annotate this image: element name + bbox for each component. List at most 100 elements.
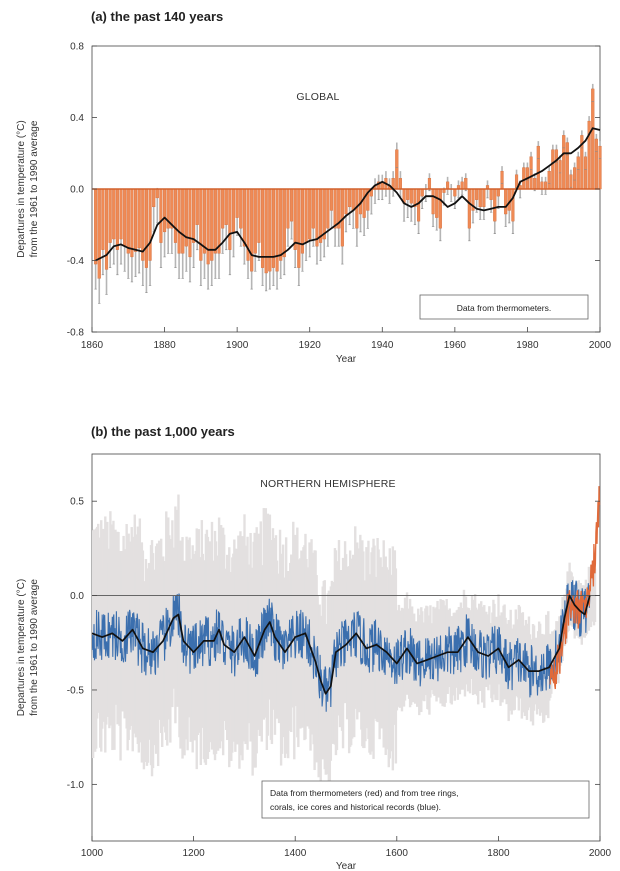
bar-1919	[304, 188, 308, 243]
bar-1877	[152, 188, 156, 208]
bar-1944	[395, 149, 399, 190]
x-tick-label: 1860	[81, 340, 104, 351]
bar-1917	[297, 188, 301, 268]
y-tick-label: -0.5	[67, 685, 85, 696]
bar-1913	[282, 188, 286, 258]
bar-1875	[144, 188, 148, 268]
bar-1866	[112, 188, 116, 240]
bar-1994	[576, 156, 580, 190]
bar-1935	[362, 188, 366, 218]
bar-1956	[438, 188, 442, 229]
bar-1989	[558, 160, 562, 190]
bar-1999	[594, 138, 598, 190]
bar-1879	[159, 188, 163, 243]
bar-1987	[551, 149, 555, 190]
bar-1914	[286, 188, 290, 229]
bar-1916	[293, 188, 297, 250]
bar-1906	[257, 188, 261, 243]
bar-1909	[268, 188, 272, 272]
bar-1863	[101, 188, 105, 250]
bar-1927	[333, 188, 337, 229]
bar-1889	[195, 188, 199, 225]
bar-1864	[104, 188, 109, 270]
bar-1867	[115, 188, 119, 250]
bar-1904	[250, 188, 254, 272]
bar-1911	[275, 188, 279, 272]
bar-1964	[467, 188, 471, 229]
bar-1953	[427, 178, 432, 190]
x-tick-label: 1600	[386, 848, 409, 859]
x-axis-label: Year	[336, 861, 357, 870]
note-box	[419, 294, 589, 320]
bar-1884	[177, 188, 181, 254]
x-tick-label: 2000	[589, 848, 612, 859]
bar-1861	[94, 188, 98, 265]
bar-1887	[188, 188, 192, 258]
bar-1982	[533, 178, 537, 190]
x-tick-label: 1980	[516, 340, 539, 351]
bar-1988	[554, 149, 559, 190]
note-text-line1: Data from thermometers (red) and from tr…	[270, 788, 458, 798]
bar-1902	[242, 188, 246, 247]
x-tick-label: 2000	[589, 340, 612, 351]
x-tick-label: 1960	[444, 340, 467, 351]
bar-1932	[351, 188, 355, 211]
bar-1950	[417, 188, 421, 222]
bar-1907	[260, 188, 265, 268]
y-tick-label: -0.8	[67, 328, 85, 339]
y-tick-label: 0.4	[70, 113, 84, 124]
bar-1951	[420, 188, 424, 197]
bar-1993	[573, 167, 577, 190]
x-tick-label: 1880	[153, 340, 176, 351]
note-text: Data from thermometers.	[457, 303, 551, 313]
smoothed-curve	[91, 594, 591, 695]
bar-1897	[224, 188, 228, 225]
bar-1931	[348, 188, 352, 208]
bar-1992	[569, 174, 573, 190]
bar-1915	[290, 188, 294, 222]
bar-1883	[173, 188, 178, 243]
bar-1985	[544, 181, 548, 190]
bar-1896	[221, 188, 225, 229]
bar-1971	[493, 188, 497, 222]
panel-a-title: (a) the past 140 years	[91, 9, 224, 24]
bar-1905	[253, 188, 257, 254]
bar-1885	[181, 188, 185, 254]
bar-1870	[126, 188, 130, 254]
bar-1990	[562, 135, 566, 190]
y-axis-label-line1: Departures in temperature (°C)	[16, 120, 27, 257]
bar-1930	[344, 188, 348, 215]
bar-1926	[329, 188, 334, 211]
y-tick-label: 0.5	[70, 497, 84, 508]
bar-1892	[206, 188, 210, 265]
bar-1981	[529, 156, 533, 190]
bar-1945	[398, 178, 402, 190]
bar-1955	[435, 188, 439, 218]
bar-1921	[311, 188, 315, 229]
bar-1873	[137, 188, 141, 249]
bar-1920	[308, 188, 312, 240]
bar-1882	[170, 188, 174, 229]
y-tick-label: 0.8	[70, 42, 84, 53]
bar-1872	[133, 188, 138, 252]
note-box	[261, 780, 590, 819]
region-label: NORTHERN HEMISPHERE	[260, 478, 395, 490]
x-tick-label: 1900	[226, 340, 249, 351]
bar-1947	[406, 188, 410, 200]
x-tick-label: 1000	[81, 848, 104, 859]
bar-1948	[409, 188, 413, 204]
bar-1898	[228, 188, 232, 250]
y-axis-label-line1: Departures in temperature (°C)	[16, 579, 27, 716]
bar-1996	[583, 156, 588, 190]
bar-1958	[446, 181, 450, 190]
bar-1869	[123, 188, 127, 247]
bar-1862	[97, 188, 101, 279]
bar-1963	[464, 178, 468, 190]
bar-1888	[192, 188, 196, 243]
bar-1878	[155, 188, 159, 199]
bar-1924	[322, 188, 326, 240]
bar-1901	[239, 188, 243, 229]
bar-1973	[500, 170, 504, 190]
bar-1871	[130, 188, 134, 258]
bar-1966	[475, 188, 479, 200]
